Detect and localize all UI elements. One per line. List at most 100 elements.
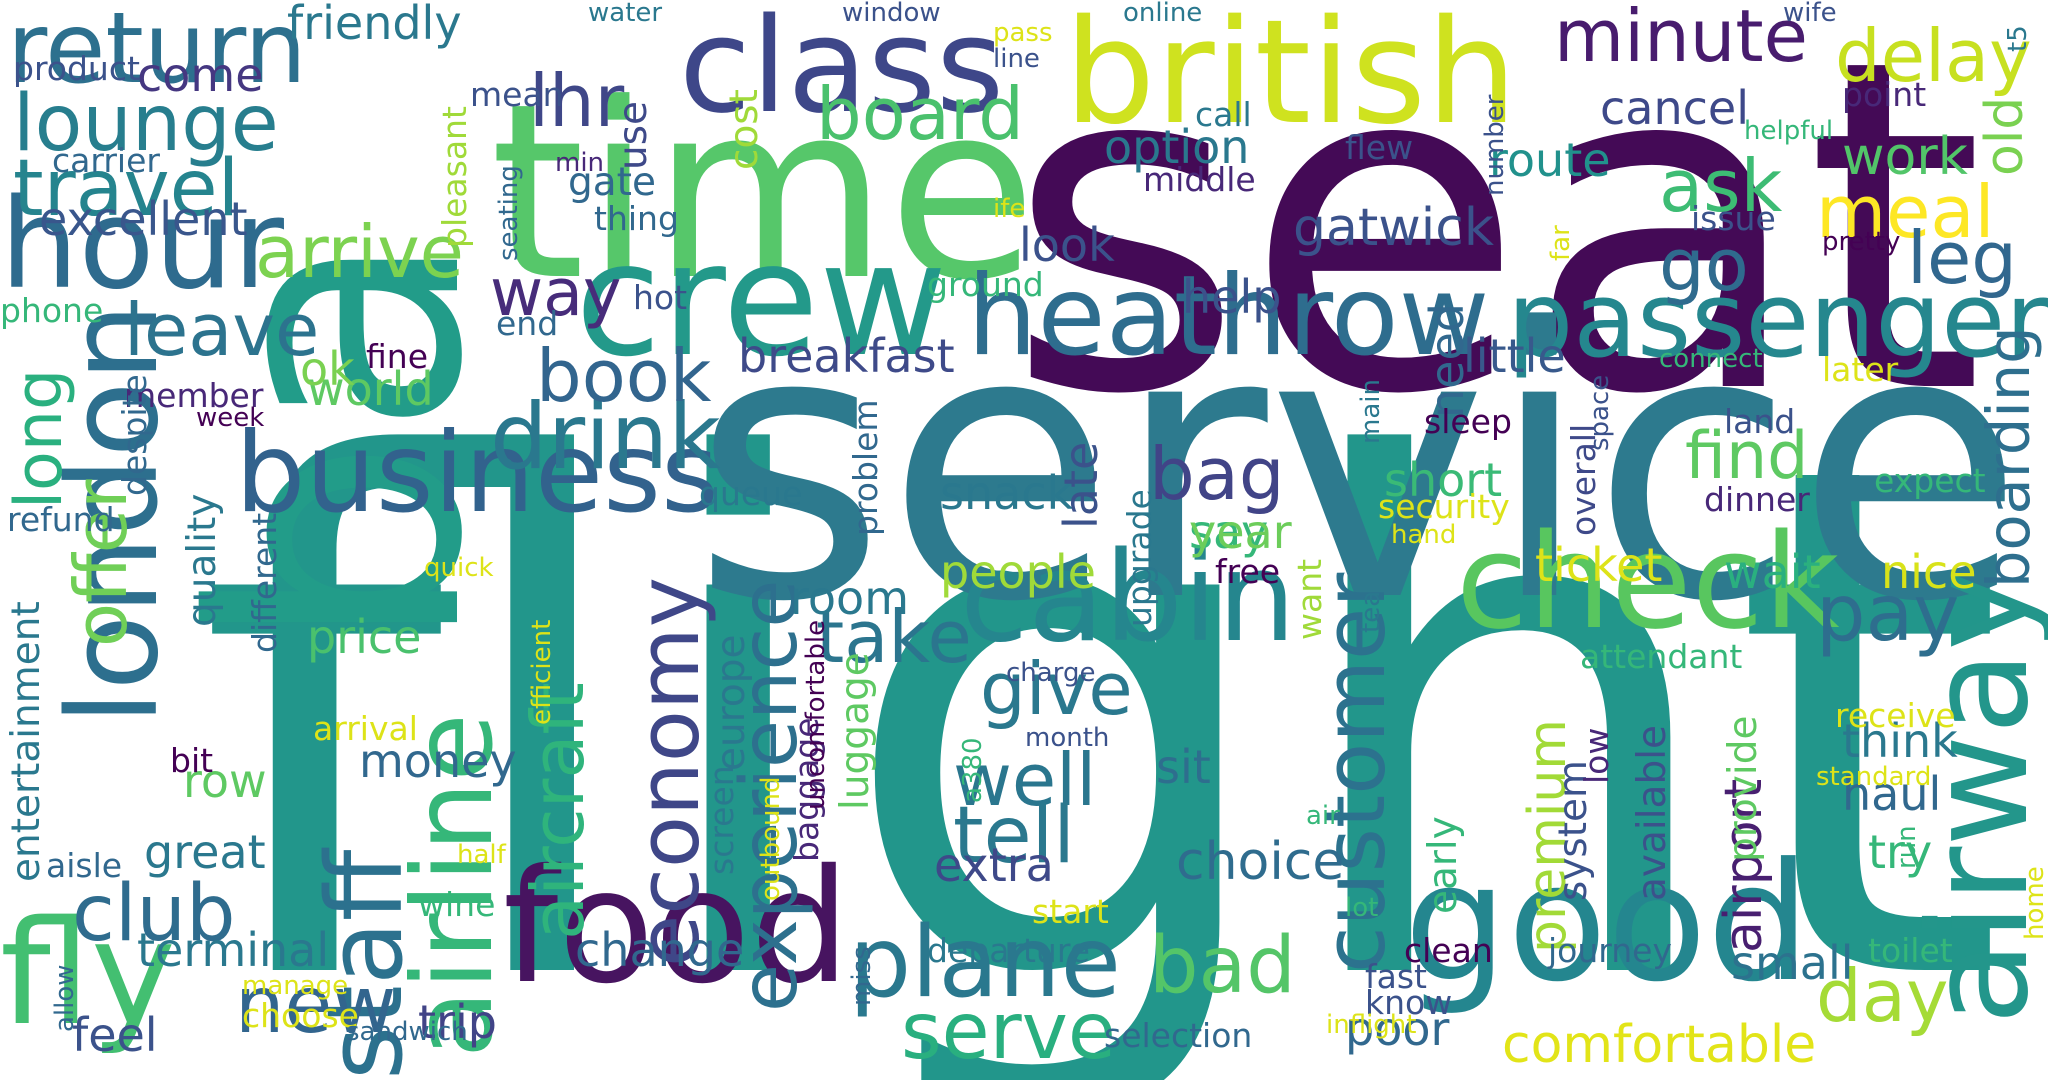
word-ok: ok (300, 342, 355, 396)
word-food: food (503, 836, 851, 1019)
word-luggage: luggage (833, 652, 878, 810)
word-lot: lot (1345, 893, 1379, 923)
word-think: think (1842, 714, 1958, 768)
word-well: well (953, 738, 1097, 822)
word-day: day (1816, 954, 1949, 1038)
word-sandwich: sandwich (346, 1017, 468, 1047)
word-feel: feel (72, 1008, 158, 1062)
word-hand: hand (1391, 520, 1457, 550)
word-helpful: helpful (1744, 116, 1834, 146)
word-year: year (1189, 505, 1292, 559)
word-entertainment: entertainment (4, 601, 49, 882)
word-work: work (1842, 127, 1968, 187)
word-provide: provide (1721, 715, 1766, 862)
word-snack: snack (940, 466, 1074, 520)
word-choose: choose (242, 996, 359, 1035)
word-choice: choice (1176, 832, 1345, 892)
word-book: book (536, 334, 712, 418)
word-arrival: arrival (313, 709, 418, 748)
word-main: main (1356, 379, 1386, 444)
word-pass: pass (993, 18, 1053, 48)
word-cost: cost (722, 89, 767, 170)
word-screen: screen (702, 765, 741, 875)
word-fly: fly (0, 889, 176, 1057)
word-charge: charge (1006, 658, 1096, 688)
word-excellent: excellent (39, 192, 248, 246)
word-tell: tell (953, 791, 1075, 881)
word-hour: hour (0, 173, 285, 317)
word-cabin: cabin (960, 526, 1296, 670)
word-crew: crew (575, 209, 948, 392)
word-number: number (1480, 94, 1510, 196)
word-a380: a380 (958, 737, 988, 803)
word-journey: journey (1548, 931, 1673, 970)
word-people: people (940, 545, 1096, 599)
word-phone: phone (0, 291, 104, 330)
word-economy: economy (620, 576, 719, 967)
word-online: online (1123, 0, 1203, 28)
word-early: early (1421, 816, 1466, 914)
word-ground: ground (927, 265, 1044, 304)
word-bad: bad (1149, 921, 1296, 1011)
word-option: option (1104, 120, 1250, 174)
word-great: great (144, 825, 266, 879)
word-route: route (1489, 133, 1611, 187)
word-new: new (235, 961, 397, 1051)
word-month: month (1025, 723, 1110, 753)
word-lhr: lhr (529, 59, 625, 143)
word-gate: gate (568, 160, 656, 205)
word-land: land (1724, 402, 1796, 441)
word-seating: seating (494, 165, 524, 261)
word-price: price (307, 610, 422, 664)
word-quality: quality (180, 493, 225, 627)
word-carrier: carrier (52, 141, 160, 180)
word-leg: leg (1907, 216, 2018, 300)
word-time: time (490, 52, 1037, 334)
word-run: run (1892, 825, 1922, 869)
word-sleep: sleep (1424, 402, 1512, 441)
word-free: free (1215, 552, 1281, 591)
word-pleasant: pleasant (435, 106, 474, 248)
word-europe: europe (709, 634, 754, 772)
word-boarding: boarding (1974, 326, 2043, 588)
word-wait: wait (1724, 545, 1821, 599)
word-available: available (1630, 724, 1675, 901)
word-service: service (692, 250, 2025, 683)
word-problem: problem (846, 399, 885, 536)
word-way: way (490, 256, 622, 331)
word-later: later (1822, 350, 1899, 389)
word-toilet: toilet (1868, 931, 1953, 970)
word-poor: poor (1345, 1002, 1450, 1056)
word-upgrade: upgrade (1120, 489, 1159, 627)
word-comfortable: comfortable (1502, 1015, 1817, 1075)
word-lounge: lounge (13, 79, 279, 169)
word-despite: despite (115, 374, 154, 496)
word-member: member (124, 376, 264, 415)
word-efficient: efficient (527, 619, 557, 725)
word-uncomfortable: uncomfortable (801, 619, 831, 810)
word-fine: fine (366, 337, 429, 376)
word-late: late (1054, 441, 1108, 529)
word-money: money (359, 734, 517, 788)
word-know: know (1365, 983, 1453, 1022)
word-come: come (137, 48, 264, 102)
word-plane: plane (849, 906, 1121, 1020)
word-give: give (980, 647, 1133, 731)
word-try: try (1868, 825, 1933, 879)
word-seat: seat (1006, 0, 1985, 494)
word-miss: miss (847, 946, 877, 1006)
word-different: different (245, 512, 284, 653)
word-end: end (496, 304, 559, 343)
word-bit: bit (170, 741, 214, 780)
word-meal: meal (1816, 170, 1995, 254)
word-return: return (7, 0, 307, 106)
word-inflight: inflight (1326, 1010, 1417, 1040)
word-check: check (1456, 505, 1840, 658)
word-ticket: ticket (1535, 538, 1663, 592)
word-aisle: aisle (46, 846, 123, 885)
word-nice: nice (1881, 545, 1977, 599)
word-quick: quick (424, 553, 494, 583)
word-manage: manage (242, 971, 349, 1001)
word-fast: fast (1365, 957, 1427, 996)
